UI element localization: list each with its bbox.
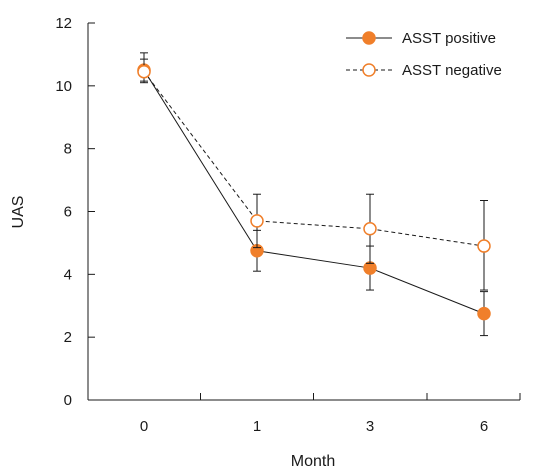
series-line — [143, 69, 485, 315]
legend-label: ASST positive — [402, 30, 496, 47]
x-tick-label: 0 — [140, 418, 148, 435]
axes: 0 2 4 6 8 10 12 0 1 3 6 — [55, 15, 521, 435]
y-tick-label: 2 — [64, 329, 72, 346]
y-tick-label: 8 — [64, 141, 72, 158]
legend: ASST positive ASST negative — [346, 30, 502, 79]
x-tick-label: 1 — [253, 418, 261, 435]
series-1 — [137, 52, 491, 291]
data-point — [477, 239, 491, 253]
series-0 — [137, 58, 491, 337]
y-tick-label: 6 — [64, 204, 72, 221]
legend-label: ASST negative — [402, 62, 502, 79]
legend-marker — [362, 63, 376, 77]
data-point — [363, 222, 377, 236]
data-point — [250, 214, 264, 228]
plot-area — [137, 52, 491, 337]
x-tick-label: 6 — [480, 418, 488, 435]
y-tick-label: 10 — [55, 78, 72, 95]
series-line — [143, 71, 485, 247]
x-axis-label: Month — [291, 453, 335, 470]
data-point — [363, 261, 377, 275]
y-axis-label: UAS — [10, 196, 27, 229]
x-tick-label: 3 — [366, 418, 374, 435]
legend-marker — [362, 31, 376, 45]
data-point — [477, 306, 491, 321]
y-tick-label: 12 — [55, 15, 72, 32]
data-point — [137, 64, 151, 79]
y-tick-label: 4 — [64, 266, 72, 283]
y-tick-label: 0 — [64, 392, 72, 409]
